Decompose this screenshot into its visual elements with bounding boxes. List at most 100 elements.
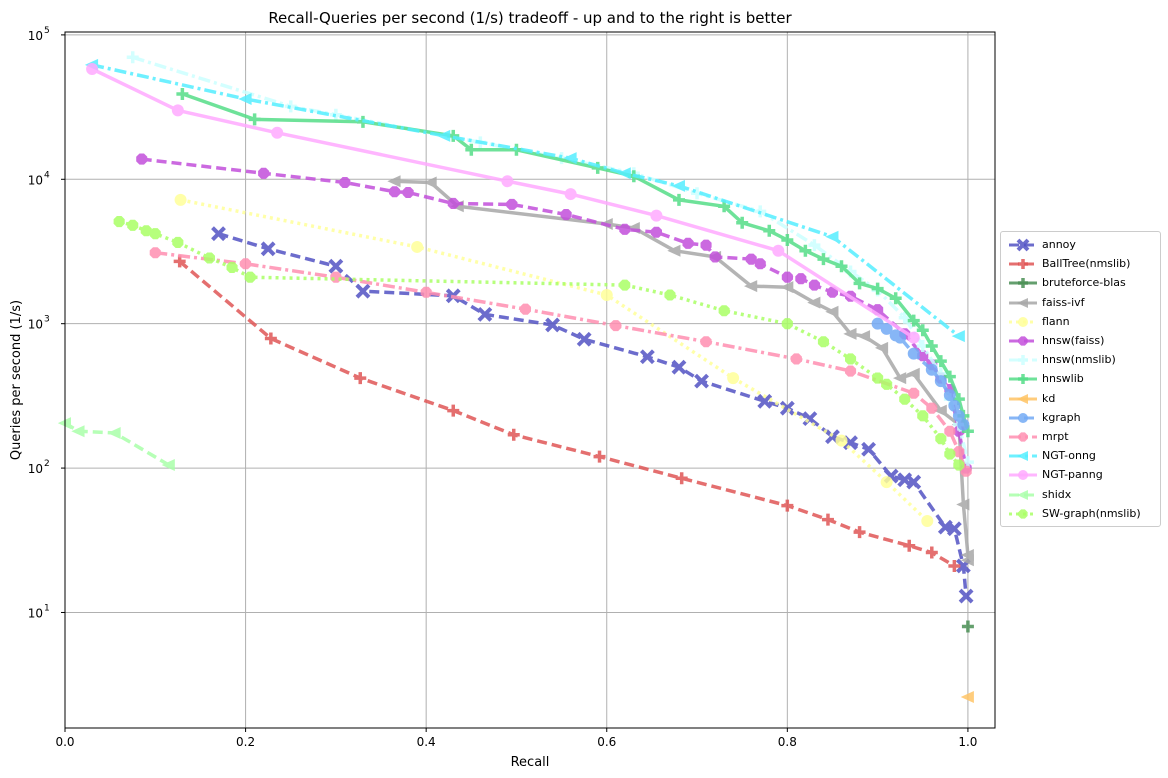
legend-item: bruteforce-blas	[1001, 274, 1160, 293]
data-point	[113, 216, 125, 228]
data-point	[389, 186, 401, 198]
data-point	[845, 353, 857, 365]
legend-marker	[1018, 316, 1028, 327]
legend-marker	[1017, 297, 1028, 308]
data-point	[161, 459, 175, 472]
data-point	[907, 347, 920, 360]
data-point	[149, 228, 161, 240]
data-point	[781, 318, 793, 330]
data-point	[736, 216, 749, 229]
data-point	[871, 282, 884, 295]
legend-item: SW-graph(nmslib)	[1001, 505, 1160, 524]
series-layer	[57, 51, 974, 703]
data-point	[238, 92, 252, 105]
data-point	[1018, 336, 1028, 346]
data-point	[953, 459, 965, 471]
data-point	[925, 340, 938, 353]
series-flann	[174, 193, 934, 528]
data-point	[948, 559, 961, 572]
data-point	[545, 317, 560, 333]
data-point	[171, 104, 184, 117]
legend-swatch	[1009, 489, 1037, 500]
series-hnsw-faiss-	[136, 153, 972, 474]
data-point	[672, 193, 685, 206]
legend-swatch	[1009, 432, 1037, 442]
data-point	[1018, 278, 1028, 289]
data-point	[330, 271, 342, 283]
legend-label: hnswlib	[1042, 372, 1084, 386]
legend-item: kgraph	[1001, 409, 1160, 428]
data-point	[960, 554, 974, 567]
data-point	[906, 474, 922, 490]
data-point	[948, 399, 961, 412]
legend-label: bruteforce-blas	[1042, 276, 1126, 290]
data-point	[781, 499, 794, 512]
data-point	[591, 161, 604, 174]
legend-marker	[1018, 336, 1028, 346]
data-point	[874, 341, 889, 354]
legend-label: NGT-onng	[1042, 449, 1096, 463]
data-point	[953, 446, 965, 458]
data-point	[355, 283, 371, 299]
legend-swatch	[1009, 297, 1037, 308]
series-line	[141, 157, 968, 469]
data-point	[411, 240, 424, 253]
legend-label: annoy	[1042, 238, 1076, 251]
data-point	[808, 239, 821, 252]
data-point	[853, 277, 866, 290]
series-line	[91, 67, 915, 340]
y-tick-exponent: 2	[44, 459, 50, 469]
data-point	[1018, 316, 1028, 327]
data-point	[925, 363, 938, 376]
data-point	[619, 279, 631, 291]
data-point	[694, 373, 709, 389]
legend-swatch	[1009, 355, 1037, 366]
legend-swatch	[1009, 451, 1037, 462]
data-point	[906, 367, 920, 380]
legend-marker	[1018, 470, 1028, 481]
data-point	[921, 515, 934, 528]
legend-label: hnsw(faiss)	[1042, 334, 1105, 347]
data-point	[757, 393, 773, 409]
x-tick-label: 1.0	[958, 735, 977, 749]
legend-label: faiss-ivf	[1042, 295, 1085, 309]
data-point	[817, 336, 829, 348]
series-line	[181, 92, 970, 432]
data-point	[420, 286, 432, 298]
data-point	[437, 129, 451, 142]
legend-marker	[1018, 355, 1028, 366]
series-line	[91, 63, 960, 338]
data-point	[244, 271, 256, 283]
y-tick-label: 10	[28, 173, 43, 187]
series-shidx	[57, 417, 175, 472]
y-tick-label: 10	[28, 462, 43, 476]
data-point	[825, 305, 839, 318]
series-bruteforce-blas	[961, 620, 974, 633]
data-point	[477, 306, 493, 322]
data-point	[328, 258, 344, 274]
series-ngt-panng	[86, 63, 920, 344]
data-point	[825, 230, 839, 243]
data-point	[934, 375, 947, 388]
series-line	[155, 250, 968, 472]
y-tick-exponent: 4	[44, 170, 50, 180]
data-point	[781, 271, 793, 283]
data-point	[817, 253, 830, 266]
data-point	[961, 620, 974, 633]
data-point	[1018, 259, 1028, 270]
data-point	[856, 330, 871, 343]
chart-title: Recall-Queries per second (1/s) tradeoff…	[268, 9, 792, 27]
legend-item: annoy	[1001, 236, 1160, 255]
data-point	[835, 260, 848, 273]
legend-swatch	[1009, 238, 1037, 252]
data-point	[700, 239, 712, 251]
x-axis-label: Recall	[511, 755, 550, 770]
data-point	[808, 279, 820, 291]
data-point	[176, 87, 189, 100]
data-point	[871, 317, 884, 330]
data-point	[172, 236, 184, 248]
data-point	[880, 476, 893, 489]
data-point	[501, 175, 514, 188]
x-tick-label: 0.6	[597, 735, 616, 749]
